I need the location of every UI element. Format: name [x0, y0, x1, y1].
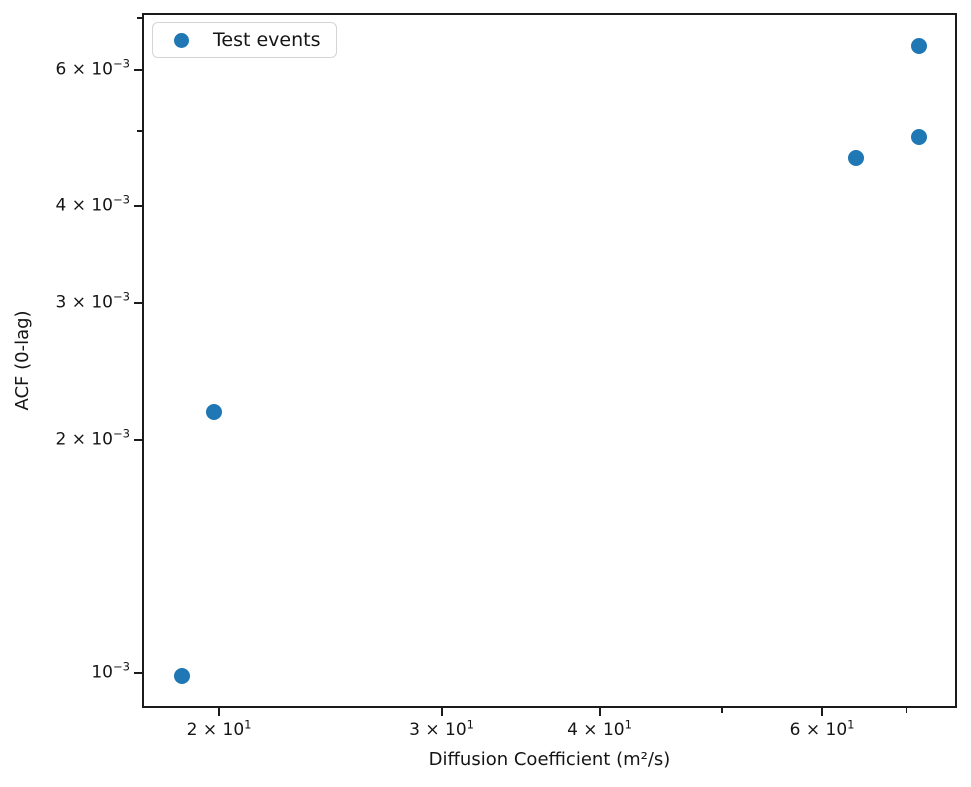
legend-label: Test events: [213, 29, 321, 51]
y-major-tick: [134, 68, 142, 71]
y-major-tick: [134, 672, 142, 675]
x-tick-label: 3 × 101: [409, 717, 475, 740]
y-minor-tick: [137, 130, 142, 132]
y-major-tick: [134, 302, 142, 305]
y-major-tick: [134, 438, 142, 441]
y-tick-label: 4 × 10−3: [55, 193, 130, 216]
x-tick-label: 2 × 101: [186, 717, 252, 740]
scatter-point: [174, 668, 191, 685]
x-axis-label: Diffusion Coefficient (m²/s): [428, 749, 671, 770]
y-axis-label: ACF (0-lag): [12, 310, 33, 411]
x-tick-label: 4 × 101: [567, 717, 632, 740]
x-major-tick: [218, 708, 221, 716]
legend-marker-circle-icon: [174, 32, 189, 48]
x-tick-label: 6 × 101: [789, 717, 855, 740]
y-tick-label: 6 × 10−3: [55, 56, 130, 80]
y-tick-label: 10−3: [91, 659, 130, 683]
scatter-point: [911, 128, 928, 145]
plot-area: [142, 13, 957, 708]
legend: Test events: [152, 22, 338, 58]
x-major-tick: [440, 708, 443, 716]
scatter-point: [847, 149, 864, 166]
scatter-point: [205, 404, 222, 421]
y-minor-tick: [137, 17, 142, 19]
y-tick-label: 3 × 10−3: [55, 289, 130, 313]
y-major-tick: [134, 205, 142, 208]
x-minor-tick: [905, 708, 908, 713]
x-minor-tick: [721, 708, 723, 713]
x-major-tick: [821, 708, 824, 716]
scatter-point: [911, 38, 928, 55]
x-major-tick: [598, 708, 601, 716]
y-tick-label: 2 × 10−3: [55, 426, 130, 450]
